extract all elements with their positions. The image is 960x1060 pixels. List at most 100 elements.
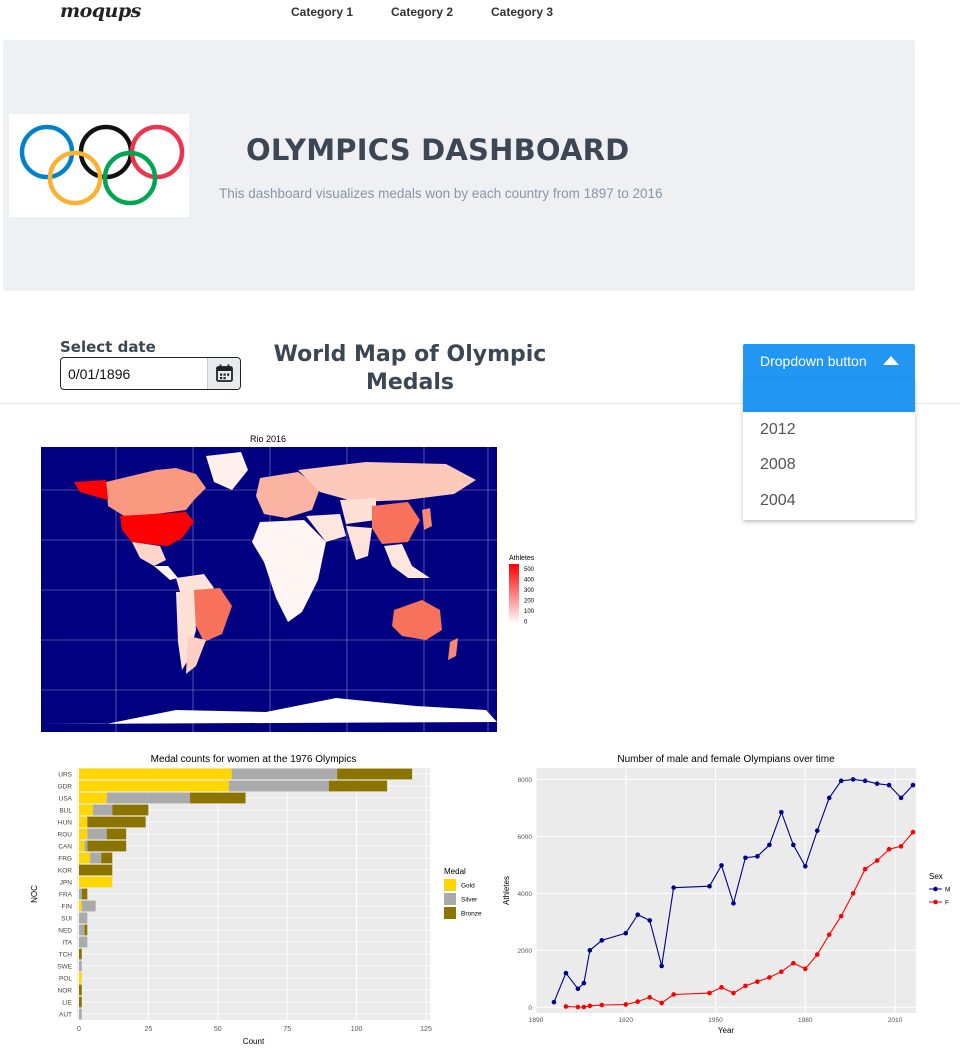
- line-y-tick-label: 8000: [518, 777, 533, 784]
- line-point-f: [743, 983, 748, 989]
- line-point-m: [719, 863, 724, 868]
- map-region-russia: [298, 462, 476, 502]
- bar-category-label: LIE: [62, 1000, 72, 1007]
- bar-category-label: JPN: [60, 880, 73, 887]
- dropdown-option-2012[interactable]: 2012: [760, 421, 796, 438]
- bar-segment-bronze: [87, 816, 146, 828]
- bar-segment-silver: [84, 840, 88, 852]
- bar-category-label: CAN: [58, 844, 72, 851]
- line-point-f: [575, 1004, 581, 1010]
- line-point-m: [910, 782, 916, 788]
- calendar-icon: [216, 364, 233, 382]
- line-point-m: [886, 782, 892, 788]
- bar-x-tick-label: 75: [283, 1026, 291, 1033]
- calendar-button[interactable]: [207, 358, 240, 389]
- line-point-f: [898, 844, 904, 849]
- line-legend-title: Sex: [929, 872, 943, 881]
- bar-category-label: AUT: [59, 1012, 72, 1019]
- dropdown-option-selected[interactable]: [743, 379, 915, 412]
- dropdown-menu: 2012 2008 2004: [743, 379, 915, 520]
- map-legend-tick-label: 400: [524, 578, 535, 584]
- map-region-andes: [176, 592, 196, 670]
- map-region-antarctica: [41, 698, 497, 724]
- map-region-central-america: [154, 566, 178, 580]
- bar-segment-silver: [79, 912, 88, 924]
- map-region-middle-east: [306, 514, 346, 542]
- bar-segment-bronze: [79, 996, 82, 1008]
- line-point-f: [779, 969, 784, 974]
- map-region-greenland: [206, 452, 248, 490]
- line-chart-title: Number of male and female Olympians over…: [617, 754, 835, 765]
- bar-segment-bronze: [328, 780, 388, 792]
- map-region-central-asia: [340, 498, 376, 524]
- line-point-m: [743, 855, 748, 861]
- line-point-m: [767, 842, 772, 848]
- bar-segment-silver: [92, 804, 113, 816]
- bar-segment-gold: [79, 816, 88, 828]
- bar-segment-bronze: [84, 924, 88, 936]
- map-legend-tick-label: 200: [524, 599, 535, 605]
- line-point-f: [791, 960, 796, 966]
- map-region-mexico: [132, 542, 166, 566]
- map-region-australia: [392, 600, 442, 640]
- line-point-f: [814, 952, 820, 957]
- bar-category-label: SUI: [61, 916, 72, 923]
- page-title: OLYMPICS DASHBOARD: [246, 133, 630, 167]
- line-point-f: [886, 846, 892, 852]
- bar-segment-bronze: [87, 840, 127, 852]
- nav-category-1[interactable]: Category 1: [291, 5, 354, 19]
- nav-category-2[interactable]: Category 2: [391, 5, 454, 19]
- bar-category-label: HUN: [58, 820, 72, 827]
- map-region-canada: [106, 468, 206, 516]
- line-point-f: [755, 979, 760, 984]
- dropdown-button[interactable]: Dropdown button: [743, 344, 915, 379]
- bar-legend-label-gold: Gold: [461, 883, 475, 890]
- dropdown-option-2008[interactable]: 2008: [760, 456, 796, 473]
- bar-segment-silver: [228, 780, 329, 792]
- line-point-m: [551, 999, 557, 1005]
- line-legend-label-f: F: [945, 900, 949, 907]
- line-point-m: [587, 948, 593, 953]
- line-point-f: [671, 992, 676, 997]
- bar-category-label: USA: [59, 796, 73, 803]
- dropdown-option-2004[interactable]: 2004: [760, 492, 796, 509]
- map-legend-gradient: [509, 564, 519, 624]
- line-point-m: [874, 781, 880, 786]
- line-legend-dot-f: [933, 899, 938, 905]
- bar-y-axis-label: NOC: [30, 885, 39, 903]
- line-point-m: [671, 885, 676, 890]
- line-point-f: [659, 1000, 664, 1006]
- line-point-f: [802, 966, 808, 972]
- line-y-tick-label: 2000: [518, 948, 533, 955]
- line-point-m: [779, 809, 784, 815]
- map-legend-tick-label: 300: [524, 588, 535, 594]
- bar-segment-gold: [79, 852, 91, 864]
- date-input[interactable]: 0/01/1896: [60, 357, 241, 390]
- line-legend-label-m: M: [945, 887, 950, 894]
- bar-segment-bronze: [101, 852, 113, 864]
- line-point-m: [707, 883, 712, 889]
- line-point-f: [707, 990, 712, 996]
- map-region-europe: [256, 472, 320, 518]
- line-x-tick-label: 1980: [798, 1017, 813, 1024]
- date-label: Select date: [60, 338, 156, 356]
- bar-segment-gold: [79, 792, 107, 804]
- nav-category-3[interactable]: Category 3: [491, 5, 554, 19]
- line-x-tick-label: 1920: [619, 1017, 634, 1024]
- moqups-logo: moqups: [60, 0, 141, 22]
- line-y-tick-label: 4000: [518, 891, 533, 898]
- olympians-line-chart: Number of male and female Olympians over…: [502, 754, 950, 1035]
- bar-x-tick-label: 25: [145, 1026, 153, 1033]
- line-point-m: [647, 918, 653, 923]
- line-point-m: [791, 842, 796, 848]
- divider: [0, 403, 960, 404]
- map-region-southeast-asia: [384, 544, 430, 578]
- bar-segment-silver: [79, 888, 82, 900]
- map-legend-tick-label: 100: [524, 609, 535, 615]
- line-point-m: [623, 930, 629, 936]
- bar-category-label: FRA: [59, 892, 73, 899]
- map-region-new-zealand: [448, 638, 458, 660]
- map-title: Rio 2016: [250, 434, 286, 444]
- line-point-f: [563, 1004, 569, 1009]
- date-value[interactable]: 0/01/1896: [68, 366, 131, 382]
